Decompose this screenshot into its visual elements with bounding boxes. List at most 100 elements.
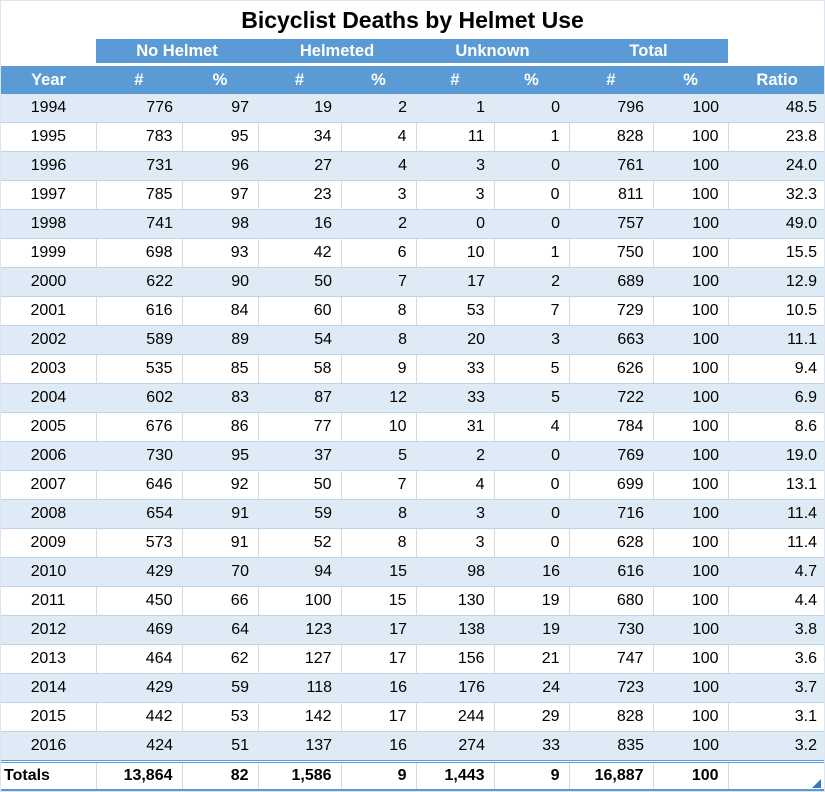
cell-value[interactable]: 757 (569, 209, 654, 239)
cell-value[interactable]: 92 (182, 470, 259, 500)
cell-value[interactable]: 10 (341, 412, 417, 442)
cell-value[interactable]: 95 (182, 441, 259, 471)
cell-year[interactable]: 2002 (1, 325, 96, 355)
cell-value[interactable]: 783 (96, 122, 183, 152)
cell-value[interactable]: 3 (494, 325, 570, 355)
cell-value[interactable]: 16 (341, 731, 417, 762)
group-header-unknown[interactable]: Unknown (416, 39, 570, 66)
cell-value[interactable]: 429 (96, 673, 182, 703)
cell-value[interactable]: 53 (416, 296, 495, 326)
cell-value[interactable]: 3.6 (728, 644, 824, 674)
cell-value[interactable]: 3 (416, 499, 495, 529)
cell-value[interactable]: 42 (258, 238, 342, 268)
cell-value[interactable]: 100 (653, 296, 729, 326)
cell-value[interactable]: 100 (653, 383, 729, 413)
cell-value[interactable]: 0 (494, 94, 570, 123)
cell-value[interactable]: 50 (258, 470, 342, 500)
cell-value[interactable]: 8.6 (728, 412, 824, 442)
cell-value[interactable]: 123 (258, 615, 342, 645)
column-header-total-pct[interactable]: % (653, 64, 729, 94)
cell-value[interactable]: 769 (569, 441, 654, 471)
column-header-helmeted-pct[interactable]: % (341, 64, 417, 94)
cell-value[interactable]: 589 (96, 325, 182, 355)
cell-value[interactable]: 100 (653, 528, 729, 558)
cell-value[interactable]: 85 (182, 354, 259, 384)
cell-year[interactable]: 2007 (1, 470, 97, 500)
cell-value[interactable]: 0 (494, 209, 570, 239)
cell-value[interactable]: 7 (341, 267, 417, 297)
cell-value[interactable]: 100 (653, 644, 729, 674)
cell-value[interactable]: 835 (569, 731, 654, 762)
cell-value[interactable]: 24 (494, 673, 570, 703)
totals-value[interactable]: 16,887 (569, 760, 654, 791)
cell-value[interactable]: 176 (416, 673, 495, 703)
cell-value[interactable]: 100 (653, 499, 729, 529)
cell-value[interactable]: 50 (258, 267, 342, 297)
cell-value[interactable]: 11.4 (728, 499, 824, 529)
totals-value[interactable]: 1,586 (258, 760, 342, 791)
cell-value[interactable]: 0 (494, 528, 570, 558)
cell-value[interactable]: 1 (494, 238, 570, 268)
cell-year[interactable]: 1997 (1, 180, 97, 210)
cell-value[interactable]: 96 (182, 151, 259, 181)
cell-value[interactable]: 424 (96, 731, 182, 762)
cell-value[interactable]: 58 (258, 354, 342, 384)
cell-value[interactable]: 93 (182, 238, 259, 268)
cell-value[interactable]: 10 (416, 238, 495, 268)
cell-value[interactable]: 17 (341, 644, 417, 674)
cell-value[interactable]: 19.0 (728, 441, 824, 471)
cell-value[interactable]: 4 (341, 122, 417, 152)
cell-value[interactable]: 156 (416, 644, 495, 674)
cell-value[interactable]: 628 (569, 528, 654, 558)
cell-value[interactable]: 53 (182, 702, 259, 732)
totals-value[interactable] (728, 760, 824, 791)
cell-value[interactable]: 91 (182, 499, 259, 529)
cell-value[interactable]: 16 (258, 209, 342, 239)
cell-value[interactable]: 84 (182, 296, 259, 326)
cell-value[interactable]: 100 (653, 731, 729, 762)
cell-value[interactable]: 689 (569, 267, 654, 297)
column-header-no-helmet-count[interactable]: # (96, 64, 182, 94)
cell-value[interactable]: 94 (258, 557, 342, 587)
cell-value[interactable]: 100 (653, 586, 729, 616)
cell-value[interactable]: 91 (182, 528, 259, 558)
cell-value[interactable]: 244 (416, 702, 495, 732)
cell-value[interactable]: 97 (182, 180, 259, 210)
column-header-unknown-pct[interactable]: % (494, 64, 570, 94)
cell-value[interactable]: 64 (182, 615, 259, 645)
cell-value[interactable]: 142 (258, 702, 342, 732)
cell-year[interactable]: 2010 (1, 557, 96, 587)
cell-value[interactable]: 100 (653, 412, 729, 442)
cell-value[interactable]: 4 (416, 470, 495, 500)
totals-label[interactable]: Totals (1, 760, 97, 791)
cell-value[interactable]: 469 (96, 615, 182, 645)
cell-value[interactable]: 776 (96, 94, 182, 123)
column-header-year[interactable]: Year (1, 64, 96, 94)
cell-value[interactable]: 98 (182, 209, 259, 239)
cell-value[interactable]: 731 (96, 151, 182, 181)
cell-value[interactable]: 98 (416, 557, 495, 587)
cell-value[interactable]: 62 (182, 644, 259, 674)
cell-value[interactable]: 0 (494, 180, 570, 210)
cell-year[interactable]: 2011 (1, 586, 97, 616)
cell-value[interactable]: 100 (653, 180, 729, 210)
cell-year[interactable]: 2014 (1, 673, 96, 703)
cell-value[interactable]: 33 (416, 383, 495, 413)
cell-value[interactable]: 3.1 (728, 702, 824, 732)
cell-value[interactable]: 811 (569, 180, 654, 210)
cell-value[interactable]: 0 (494, 499, 570, 529)
cell-value[interactable]: 785 (96, 180, 183, 210)
cell-value[interactable]: 100 (653, 615, 729, 645)
cell-value[interactable]: 6.9 (728, 383, 824, 413)
cell-value[interactable]: 8 (341, 499, 417, 529)
cell-year[interactable]: 2003 (1, 354, 97, 384)
cell-value[interactable]: 15.5 (728, 238, 824, 268)
cell-value[interactable]: 429 (96, 557, 182, 587)
cell-value[interactable]: 450 (96, 586, 183, 616)
cell-value[interactable]: 59 (258, 499, 342, 529)
cell-value[interactable]: 1 (494, 122, 570, 152)
cell-value[interactable]: 3 (416, 528, 495, 558)
cell-value[interactable]: 4.7 (728, 557, 824, 587)
cell-value[interactable]: 616 (96, 296, 183, 326)
group-header-total[interactable]: Total (569, 39, 729, 66)
